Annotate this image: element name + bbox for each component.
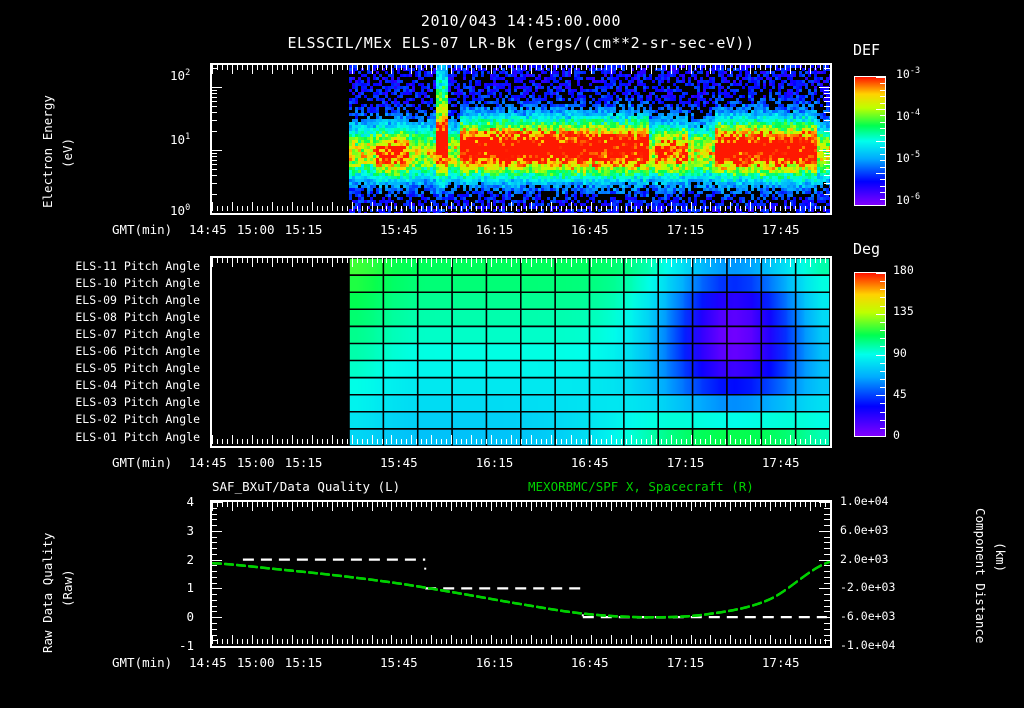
xtick-label: 15:15	[284, 222, 323, 237]
colorbar-def-tick-0: 10-3	[896, 66, 921, 81]
panel2-xaxis-label: GMT(min)	[112, 455, 173, 470]
colorbar-deg-tick-labels: 180 135 90 45 0	[893, 256, 953, 456]
panel3-ytick-right: -6.0e+03	[840, 609, 896, 624]
colorbar-deg-tick: 45	[893, 386, 907, 401]
xtick-label: 15:00	[236, 655, 275, 670]
panel3-ytick-left: 4	[186, 494, 194, 509]
panel1-frame	[210, 63, 832, 215]
panel3-ytick-left: 1	[186, 580, 194, 596]
panel3-top-ticks	[210, 502, 832, 511]
xtick-label: 16:45	[570, 655, 609, 670]
panel1-ytick-1: 101	[170, 132, 191, 148]
panel2-row-label: ELS-10 Pitch Angle	[75, 275, 200, 290]
panel3-xtick-labels: 14:45 15:00 15:15 15:45 16:15 16:45 17:15 17:45	[0, 655, 1024, 671]
panel3-left-ticks	[211, 500, 222, 648]
xtick-label: 17:15	[666, 455, 705, 470]
panel-data-quality	[210, 500, 832, 648]
xtick-label: 15:45	[380, 455, 418, 470]
panel1-top-ticks	[210, 65, 832, 74]
panel2-xtick-labels: 14:45 15:00 15:15 15:45 16:15 16:45 17:15 17:45	[0, 455, 1024, 471]
panel2-row-label: ELS-07 Pitch Angle	[75, 326, 200, 341]
xtick-label: 17:45	[761, 222, 800, 237]
panel3-title-left: SAF_BXuT/Data Quality (L)	[212, 479, 401, 494]
colorbar-deg-tick: 0	[893, 428, 900, 442]
pitch-angle-image	[212, 258, 830, 446]
colorbar-def-tick-2: 10-5	[896, 150, 921, 165]
panel2-row-label: ELS-09 Pitch Angle	[75, 292, 200, 307]
panel3-ytick-left: 2	[186, 551, 194, 567]
xtick-label: 15:45	[380, 222, 418, 237]
panel2-row-label: ELS-02 Pitch Angle	[75, 412, 200, 427]
panel3-frame	[210, 500, 832, 648]
xtick-label: 15:15	[284, 655, 323, 670]
panel3-ytick-left: -1	[178, 638, 194, 653]
panel2-row-labels: ELS-11 Pitch Angle ELS-10 Pitch Angle ELS-…	[0, 256, 206, 448]
colorbar-deg-title: Deg	[853, 240, 881, 258]
xtick-label: 14:45	[189, 455, 227, 470]
colorbar-deg	[854, 272, 886, 437]
xtick-label: 15:15	[284, 455, 323, 470]
panel3-ytick-labels-right: 1.0e+04 6.0e+03 2.0e+03 -2.0e+03 -6.0e+03 -1.…	[840, 494, 950, 652]
colorbar-def	[854, 76, 886, 206]
panel3-ytick-left: 3	[186, 522, 194, 538]
panel3-ytick-left: 0	[186, 609, 194, 625]
panel3-bottom-ticks	[210, 635, 832, 646]
xtick-label: 15:45	[380, 655, 418, 670]
panel2-row-label: ELS-08 Pitch Angle	[75, 309, 200, 324]
panel3-title-right: MEXORBMC/SPF X, Spacecraft (R)	[528, 479, 754, 494]
xtick-label: 16:15	[475, 655, 514, 670]
panel2-row-label: ELS-03 Pitch Angle	[75, 395, 200, 410]
panel2-top-ticks	[210, 258, 832, 267]
panel1-bottom-ticks	[210, 202, 832, 213]
panel-pitch-angle	[210, 256, 832, 448]
panel1-ytick-2: 100	[170, 203, 191, 219]
panel3-ytick-right: 1.0e+04	[840, 494, 889, 508]
panel3-xaxis-label: GMT(min)	[112, 655, 173, 670]
panel2-row-label: ELS-11 Pitch Angle	[75, 258, 200, 273]
colorbar-deg-tick: 180	[893, 263, 914, 277]
spectrogram-image	[212, 65, 830, 213]
data-quality-plot	[212, 502, 830, 646]
xtick-label: 14:45	[189, 222, 227, 237]
panel3-ytick-right: 6.0e+03	[840, 522, 889, 537]
colorbar-def-title: DEF	[853, 41, 881, 59]
xtick-label: 17:15	[666, 655, 705, 670]
panel2-row-label: ELS-04 Pitch Angle	[75, 378, 200, 393]
xtick-label: 16:15	[475, 455, 514, 470]
panel1-right-ticks	[819, 63, 830, 215]
xtick-label: 16:45	[570, 222, 609, 237]
xtick-label: 15:00	[236, 455, 275, 470]
panel2-row-label: ELS-06 Pitch Angle	[75, 344, 200, 358]
colorbar-deg-tick: 135	[893, 304, 914, 319]
panel1-ytick-0: 102	[170, 68, 191, 84]
panel3-ytick-right: 2.0e+03	[840, 551, 889, 566]
xtick-label: 16:45	[570, 455, 609, 470]
panel2-row-label: ELS-01 Pitch Angle	[75, 429, 200, 444]
xtick-label: 14:45	[189, 655, 227, 670]
panel-electron-energy	[210, 63, 832, 215]
panel2-bottom-ticks	[210, 435, 832, 446]
colorbar-deg-tick: 90	[893, 345, 907, 360]
panel1-xaxis-label: GMT(min)	[112, 222, 173, 237]
panel3-right-ticks	[819, 500, 830, 648]
page-subtitle: ELSSCIL/MEx ELS-07 LR-Bk (ergs/(cm**2-sr…	[287, 34, 755, 52]
xtick-label: 16:15	[475, 222, 514, 237]
panel3-ytick-right: -2.0e+03	[840, 580, 896, 595]
xtick-label: 17:45	[761, 655, 800, 670]
panel2-row-label: ELS-05 Pitch Angle	[75, 361, 200, 376]
xtick-label: 17:15	[666, 222, 705, 237]
colorbar-def-tick-1: 10-4	[896, 108, 921, 123]
panel1-left-ticks	[211, 63, 222, 215]
panel3-ytick-right: -1.0e+04	[840, 638, 896, 652]
xtick-label: 15:00	[236, 222, 275, 237]
panel2-frame	[210, 256, 832, 448]
panel1-xtick-labels: 14:45 15:00 15:15 15:45 16:15 16:45 17:15 17:45	[0, 222, 1024, 238]
page-title: 2010/043 14:45:00.000	[420, 12, 622, 30]
panel3-ytick-labels-left: 4 3 2 1 0 -1	[150, 494, 202, 653]
colorbar-def-tick-3: 10-6	[896, 192, 921, 207]
xtick-label: 17:45	[761, 455, 800, 470]
